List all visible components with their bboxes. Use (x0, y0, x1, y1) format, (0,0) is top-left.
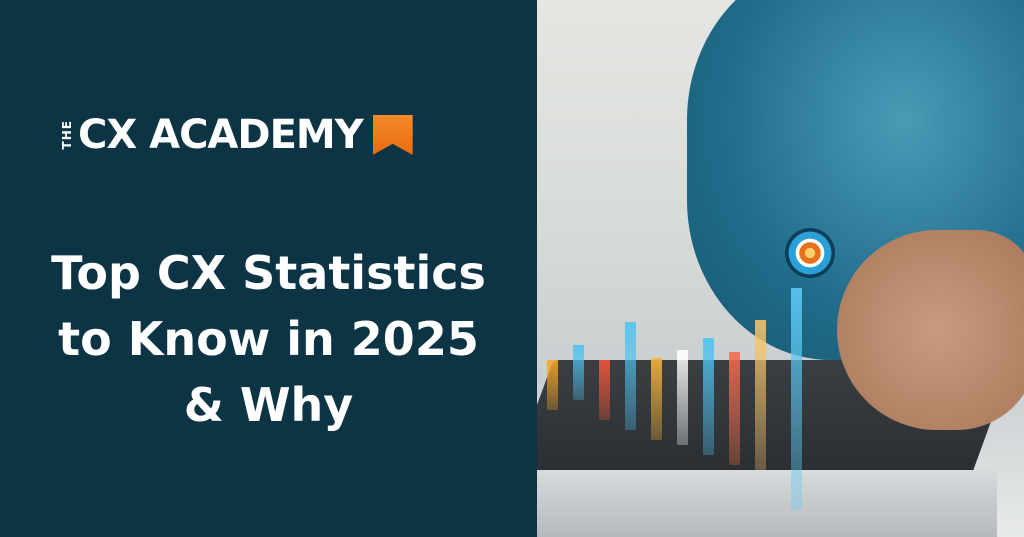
title-line: Top CX Statistics (51, 246, 486, 300)
title-line: & Why (183, 378, 354, 432)
hologram-bar (677, 350, 688, 445)
hero-photo (537, 0, 1024, 537)
laptop-base (537, 470, 997, 537)
logo-prefix: THE (60, 120, 74, 150)
hologram-bar (791, 288, 802, 510)
bookmark-ribbon-icon (372, 115, 413, 155)
title-line: to Know in 2025 (58, 312, 479, 366)
hologram-bar (599, 360, 610, 420)
hologram-bar (729, 352, 740, 465)
left-panel: THE CX ACADEMY Top CX Statistics to Know… (0, 0, 537, 537)
logo-name: CX ACADEMY (78, 112, 364, 158)
hologram-bar (573, 345, 584, 400)
hologram-bar (755, 320, 766, 470)
hologram-bar (625, 322, 636, 430)
target-icon (785, 228, 835, 278)
page-title: Top CX Statistics to Know in 2025 & Why (0, 240, 537, 438)
hologram-bar (651, 358, 662, 440)
hand (837, 230, 1024, 430)
logo: THE CX ACADEMY (60, 110, 413, 160)
hologram-bar (547, 360, 558, 410)
hologram-bar (703, 338, 714, 455)
